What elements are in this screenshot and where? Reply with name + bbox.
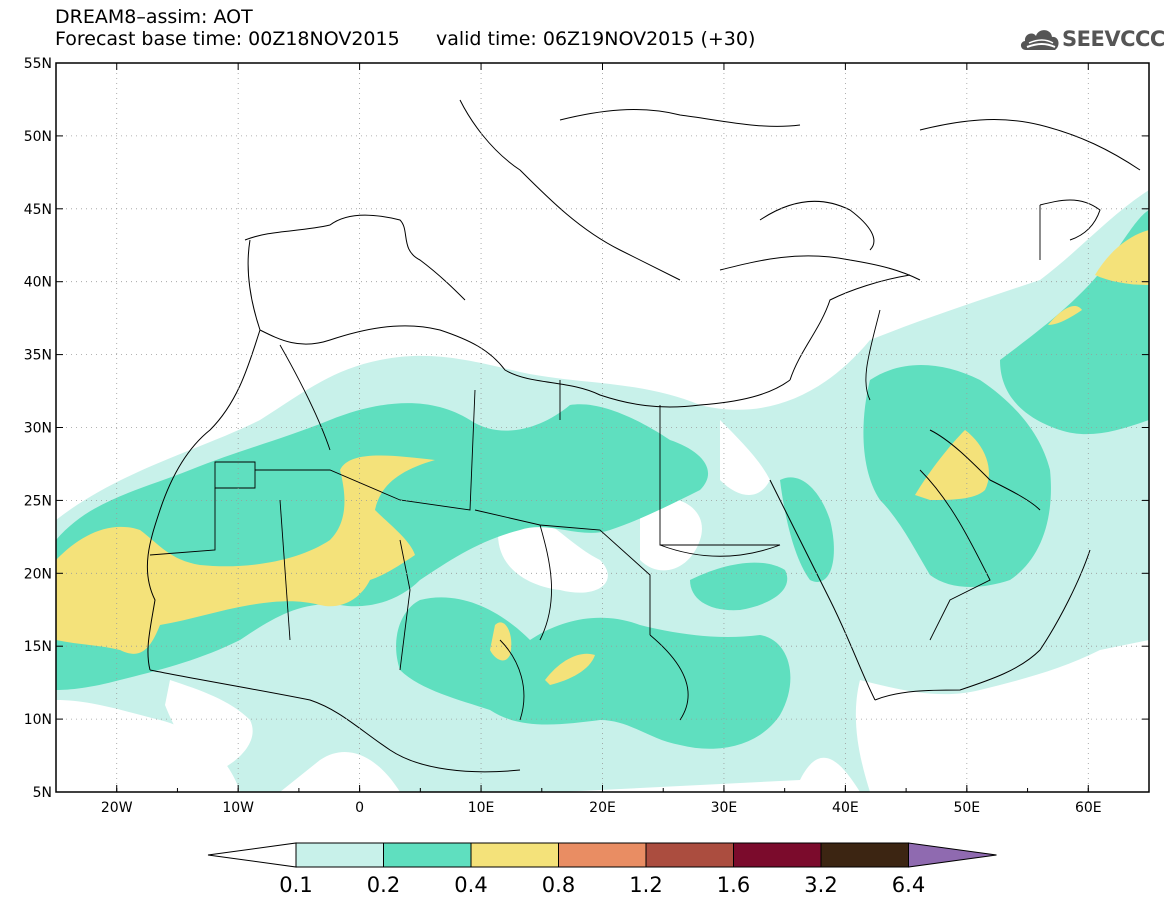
lat-label: 30N	[24, 421, 52, 437]
colorbar-box	[295, 842, 384, 868]
colorbar-box	[733, 842, 822, 868]
colorbar-label: 0.8	[542, 873, 575, 897]
lat-label: 40N	[24, 275, 52, 291]
lon-label: 30E	[711, 800, 738, 816]
time-line: Forecast base time: 00Z18NOV2015 valid t…	[55, 28, 755, 50]
lon-axis-labels: 20W 10W 0 10E 20E 30E 40E 50E 60E	[101, 800, 1102, 816]
lat-label: 50N	[24, 129, 52, 145]
lon-label: 10W	[222, 800, 254, 816]
valid-time: valid time: 06Z19NOV2015 (+30)	[435, 28, 756, 50]
country-borders	[149, 205, 1041, 721]
colorbar-label: 1.6	[717, 873, 750, 897]
logo-text: SEEVCCC	[1062, 27, 1165, 51]
colorbar-box	[820, 842, 909, 868]
lon-label: 50E	[953, 800, 980, 816]
colorbar-label: 0.2	[367, 873, 400, 897]
cloud-icon	[1020, 30, 1059, 50]
lat-label: 55N	[24, 56, 52, 72]
base-time: Forecast base time: 00Z18NOV2015	[55, 28, 400, 50]
map-title: DREAM8–assim: AOT Forecast base time: 00…	[55, 6, 755, 50]
grid-lines	[56, 63, 1149, 792]
colorbar-box	[645, 842, 734, 868]
lon-label: 40E	[832, 800, 859, 816]
lat-label: 45N	[24, 202, 52, 218]
lat-label: 15N	[24, 639, 52, 655]
lat-label: 20N	[24, 566, 52, 582]
colorbar-label: 0.1	[279, 873, 312, 897]
lon-label: 60E	[1075, 800, 1102, 816]
colorbar-label: 6.4	[892, 873, 925, 897]
aot-level-0.4	[56, 230, 1149, 685]
colorbar-under-arrow	[207, 842, 297, 868]
aot-shading	[56, 190, 1149, 792]
lon-label: 20E	[589, 800, 616, 816]
product-title: DREAM8–assim: AOT	[55, 6, 253, 28]
colorbar-label: 1.2	[629, 873, 662, 897]
lat-label: 25N	[24, 493, 52, 509]
lon-label: 0	[355, 800, 364, 816]
lat-label: 35N	[24, 348, 52, 364]
colorbar: 0.1 0.2 0.4 0.8 1.2 1.6 3.2 6.4	[207, 842, 997, 897]
colorbar-box	[558, 842, 647, 868]
coastlines	[146, 99, 1141, 773]
lon-label: 20W	[101, 800, 133, 816]
colorbar-over-arrow	[908, 842, 997, 868]
seevccc-logo: SEEVCCC	[1018, 22, 1165, 56]
colorbar-label: 0.4	[454, 873, 487, 897]
colorbar-label: 3.2	[804, 873, 837, 897]
lat-label: 10N	[24, 712, 52, 728]
axis-ticks	[55, 62, 1150, 793]
colorbar-box	[470, 842, 559, 868]
lat-label: 5N	[33, 785, 52, 801]
lat-axis-labels: 5N 10N 15N 20N 25N 30N 35N 40N 45N 50N 55N	[24, 56, 52, 801]
lon-label: 10E	[468, 800, 495, 816]
colorbar-box	[383, 842, 472, 868]
